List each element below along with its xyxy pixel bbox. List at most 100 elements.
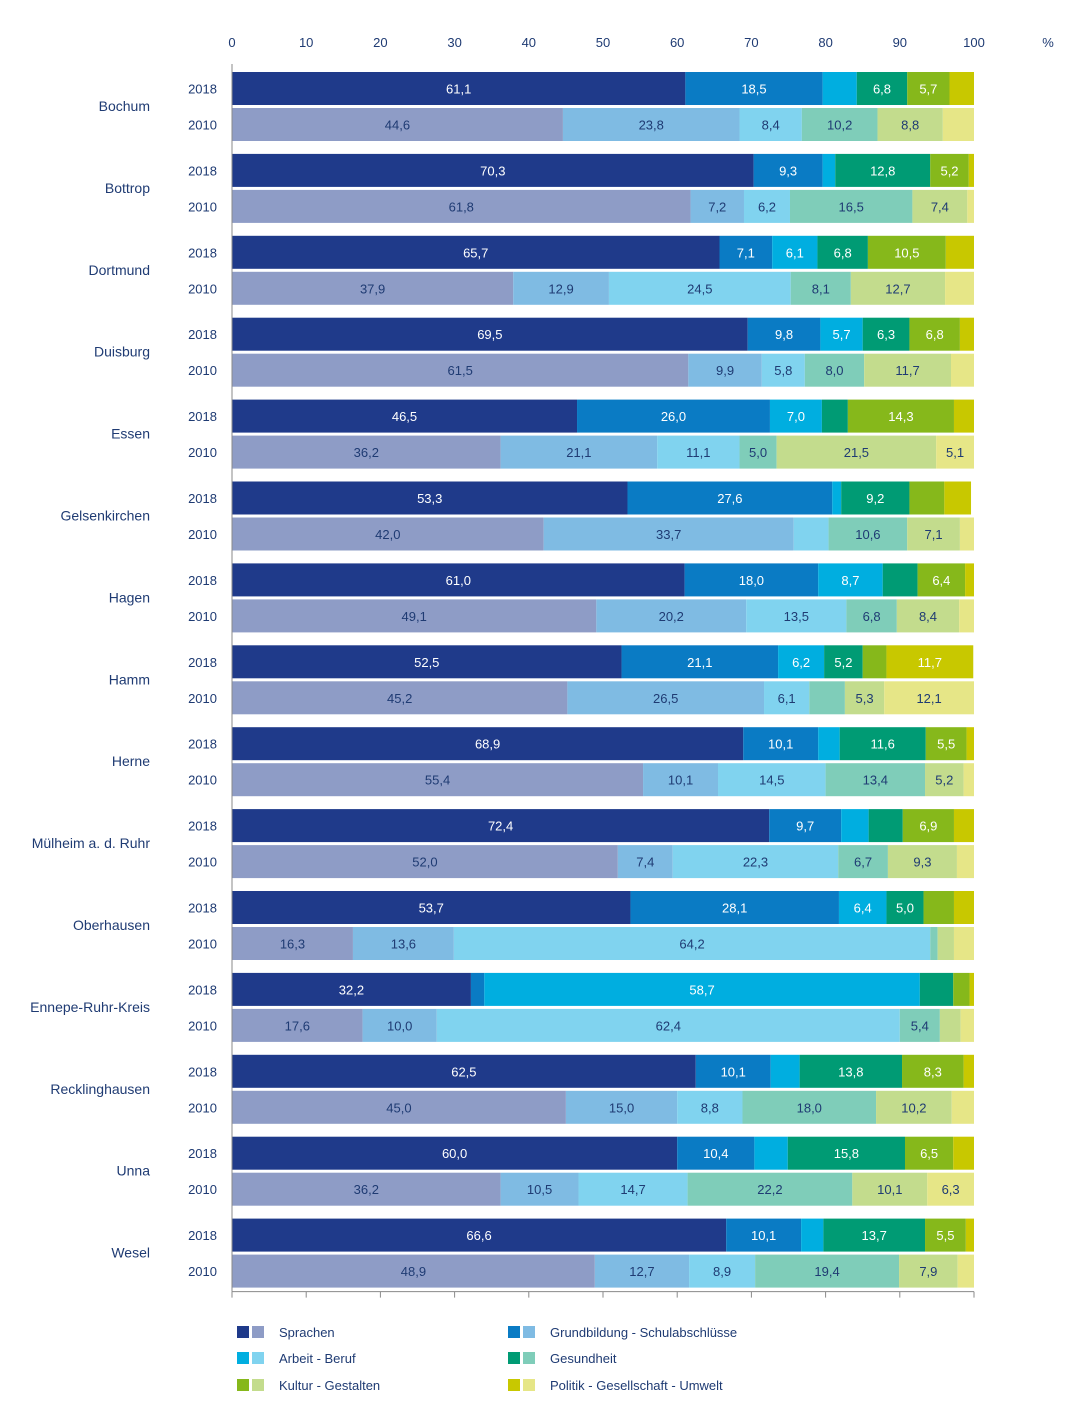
data-label: 6,8 xyxy=(834,245,852,260)
bar-segment xyxy=(577,399,770,433)
data-label: 7,1 xyxy=(925,527,943,542)
bar-segment xyxy=(232,809,770,843)
bar-segment xyxy=(937,927,954,960)
data-label: 20,2 xyxy=(659,609,684,624)
bar-segment xyxy=(864,353,951,387)
data-label: 14,7 xyxy=(620,1182,645,1197)
bar-segment xyxy=(839,727,926,761)
bar-segment xyxy=(953,891,974,924)
data-label: 11,7 xyxy=(895,363,919,378)
data-label: 12,7 xyxy=(629,1264,654,1279)
data-label: 5,0 xyxy=(749,445,767,460)
bar-segment xyxy=(817,235,868,269)
data-label: 8,4 xyxy=(919,609,937,624)
legend-swatch-2018 xyxy=(237,1379,249,1391)
data-label: 21,1 xyxy=(687,655,712,670)
data-label: 10,1 xyxy=(877,1182,902,1197)
data-label: 69,5 xyxy=(477,327,502,342)
bar-segment xyxy=(902,1054,964,1088)
bar-segment xyxy=(818,563,883,597)
data-label: 5,3 xyxy=(856,691,874,706)
data-label: 13,5 xyxy=(784,609,809,624)
bar-segment xyxy=(953,399,974,433)
bar-segment xyxy=(925,727,967,761)
bar-segment xyxy=(832,481,842,515)
data-label: 48,9 xyxy=(401,1264,426,1279)
bar-segment xyxy=(939,1008,961,1042)
x-tick-label: 50 xyxy=(596,35,610,50)
legend-swatch-2010 xyxy=(252,1352,264,1364)
bar-segment xyxy=(953,972,970,1006)
data-label: 10,1 xyxy=(751,1228,776,1243)
bar-segment xyxy=(627,481,833,515)
data-label: 8,9 xyxy=(713,1264,731,1279)
bar-segment xyxy=(743,727,819,761)
data-label: 5,4 xyxy=(911,1018,929,1033)
year-label: 2018 xyxy=(188,163,217,178)
bar-segment xyxy=(936,435,974,469)
data-label: 6,7 xyxy=(854,855,872,870)
year-label: 2010 xyxy=(188,773,217,788)
bar-segment xyxy=(821,399,848,433)
bar-segment xyxy=(776,435,937,469)
data-label: 7,0 xyxy=(787,409,805,424)
x-tick-label: 70 xyxy=(744,35,758,50)
region-label: Hagen xyxy=(109,589,150,605)
bar-segment xyxy=(828,517,908,551)
bar-segment xyxy=(232,435,501,469)
data-label: 6,3 xyxy=(942,1182,960,1197)
bar-segment xyxy=(672,845,839,879)
bar-segment xyxy=(608,271,791,305)
bar-segment xyxy=(823,1218,926,1252)
year-label: 2018 xyxy=(188,901,217,916)
bar-segment xyxy=(967,189,974,223)
bar-segment xyxy=(677,1136,755,1170)
bar-segment xyxy=(567,681,765,715)
bar-segment xyxy=(232,891,631,924)
bar-segment xyxy=(718,763,826,797)
region-label: Essen xyxy=(111,426,150,442)
data-label: 37,9 xyxy=(360,281,385,296)
bar-segment xyxy=(596,599,747,633)
bar-segment xyxy=(844,681,885,715)
legend-swatch-2010 xyxy=(252,1326,264,1338)
bar-segment xyxy=(950,353,974,387)
bar-segment xyxy=(902,809,954,843)
year-label: 2018 xyxy=(188,82,217,97)
data-label: 18,0 xyxy=(739,573,764,588)
data-label: 46,5 xyxy=(392,409,417,424)
bar-segment xyxy=(232,681,568,715)
bar-segment xyxy=(778,645,825,679)
bar-segment xyxy=(867,235,946,269)
bar-segment xyxy=(787,1136,905,1170)
bar-segment xyxy=(470,972,485,1006)
data-label: 18,5 xyxy=(741,82,766,97)
bar-segment xyxy=(232,1090,566,1124)
bar-segment xyxy=(945,235,974,269)
bar-segment xyxy=(960,1008,974,1042)
bar-segment xyxy=(232,727,744,761)
bar-segment xyxy=(862,317,910,351)
bar-segment xyxy=(746,599,847,633)
data-label: 55,4 xyxy=(425,773,450,788)
bar-segment xyxy=(362,1008,437,1042)
data-label: 6,4 xyxy=(854,901,872,916)
year-label: 2018 xyxy=(188,655,217,670)
data-label: 12,9 xyxy=(548,281,573,296)
data-label: 6,3 xyxy=(877,327,895,342)
year-label: 2010 xyxy=(188,937,217,952)
bar-segment xyxy=(232,271,514,305)
year-label: 2018 xyxy=(188,1064,217,1079)
data-label: 9,7 xyxy=(796,819,814,834)
x-tick-label: 80 xyxy=(818,35,832,50)
bar-segment xyxy=(953,1136,974,1170)
year-label: 2010 xyxy=(188,199,217,214)
data-label: 13,4 xyxy=(863,773,888,788)
region-label: Ennepe-Ruhr-Kreis xyxy=(30,999,150,1015)
bar-segment xyxy=(739,435,777,469)
bar-segment xyxy=(957,1254,974,1288)
bar-segment xyxy=(809,681,845,715)
region-label: Wesel xyxy=(111,1245,150,1261)
bar-segment xyxy=(685,72,823,105)
